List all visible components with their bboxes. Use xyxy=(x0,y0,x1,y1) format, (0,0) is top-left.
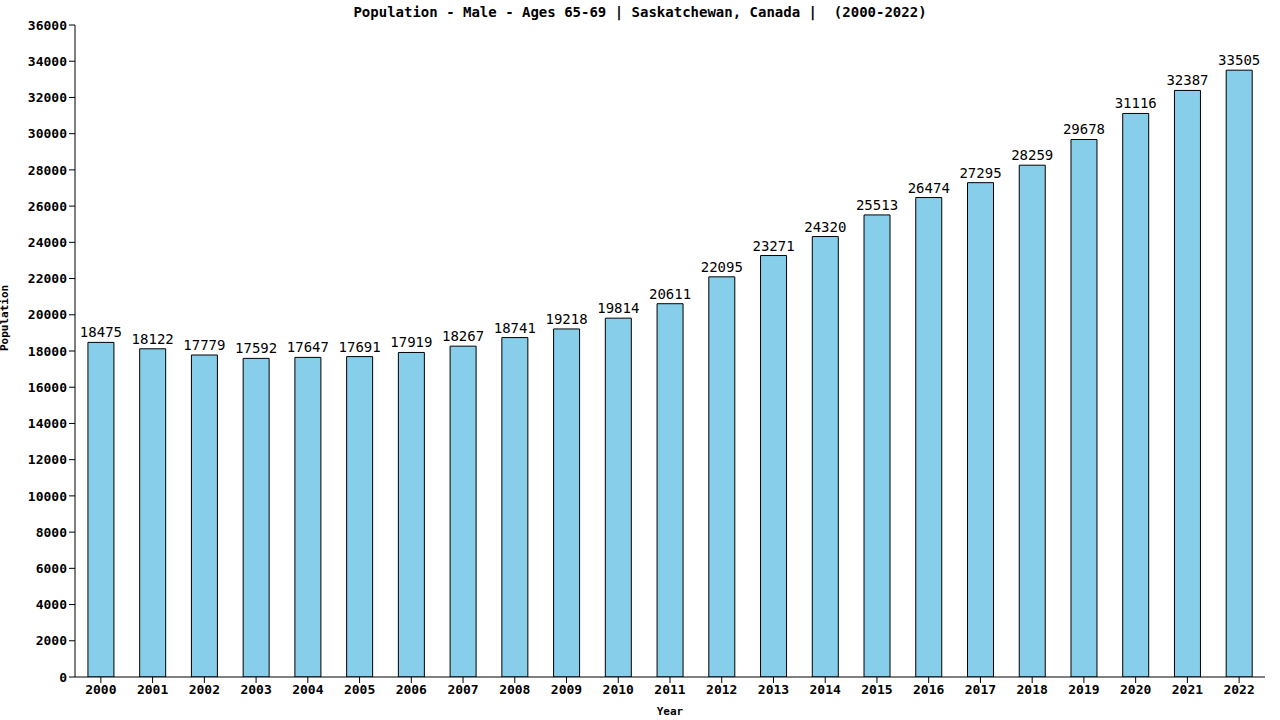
svg-text:14000: 14000 xyxy=(28,416,67,431)
svg-text:2014: 2014 xyxy=(810,682,841,697)
svg-text:2004: 2004 xyxy=(292,682,323,697)
svg-text:22000: 22000 xyxy=(28,271,67,286)
svg-text:2015: 2015 xyxy=(861,682,892,697)
svg-text:2009: 2009 xyxy=(551,682,582,697)
svg-text:2020: 2020 xyxy=(1120,682,1151,697)
svg-text:19814: 19814 xyxy=(597,300,639,316)
svg-text:18000: 18000 xyxy=(28,344,67,359)
svg-text:2006: 2006 xyxy=(396,682,427,697)
svg-text:2019: 2019 xyxy=(1068,682,1099,697)
svg-text:31116: 31116 xyxy=(1115,95,1157,111)
svg-text:0: 0 xyxy=(59,670,67,685)
svg-text:24000: 24000 xyxy=(28,235,67,250)
svg-text:Population: Population xyxy=(8,285,11,351)
svg-text:16000: 16000 xyxy=(28,380,67,395)
svg-text:20611: 20611 xyxy=(649,286,691,302)
svg-text:28000: 28000 xyxy=(28,163,67,178)
svg-text:19218: 19218 xyxy=(546,311,588,327)
svg-text:17691: 17691 xyxy=(339,339,381,355)
html-text:Population - Male - Ages 65-69: Population - Male - Ages 65-69 | Saskatc… xyxy=(353,4,927,20)
svg-text:2022: 2022 xyxy=(1223,682,1254,697)
svg-text:33505: 33505 xyxy=(1218,52,1260,68)
svg-text:2017: 2017 xyxy=(965,682,996,697)
svg-text:2010: 2010 xyxy=(603,682,634,697)
svg-text:2011: 2011 xyxy=(654,682,685,697)
svg-text:34000: 34000 xyxy=(28,54,67,69)
svg-text:36000: 36000 xyxy=(28,18,67,33)
svg-text:2002: 2002 xyxy=(189,682,220,697)
svg-text:6000: 6000 xyxy=(36,561,67,576)
svg-text:2007: 2007 xyxy=(447,682,478,697)
svg-text:2008: 2008 xyxy=(499,682,530,697)
svg-text:18122: 18122 xyxy=(132,331,174,347)
svg-text:17919: 17919 xyxy=(390,334,432,350)
svg-text:10000: 10000 xyxy=(28,489,67,504)
svg-text:18267: 18267 xyxy=(442,328,484,344)
svg-text:20000: 20000 xyxy=(28,307,67,322)
svg-text:8000: 8000 xyxy=(36,525,67,540)
svg-text:26474: 26474 xyxy=(908,180,950,196)
svg-text:28259: 28259 xyxy=(1011,147,1053,163)
svg-text:17592: 17592 xyxy=(235,340,277,356)
svg-text:30000: 30000 xyxy=(28,126,67,141)
svg-text:2003: 2003 xyxy=(240,682,271,697)
svg-text:26000: 26000 xyxy=(28,199,67,214)
svg-text:2012: 2012 xyxy=(706,682,737,697)
svg-text:Year: Year xyxy=(657,705,684,718)
svg-text:2018: 2018 xyxy=(1017,682,1048,697)
svg-text:23271: 23271 xyxy=(752,238,794,254)
svg-text:22095: 22095 xyxy=(701,259,743,275)
svg-text:2000: 2000 xyxy=(36,633,67,648)
svg-text:2013: 2013 xyxy=(758,682,789,697)
svg-text:32000: 32000 xyxy=(28,90,67,105)
svg-text:2000: 2000 xyxy=(85,682,116,697)
svg-text:27295: 27295 xyxy=(959,165,1001,181)
svg-text:29678: 29678 xyxy=(1063,121,1105,137)
svg-text:2001: 2001 xyxy=(137,682,168,697)
svg-text:18741: 18741 xyxy=(494,320,536,336)
svg-text:2021: 2021 xyxy=(1172,682,1203,697)
svg-text:24320: 24320 xyxy=(804,219,846,235)
svg-text:25513: 25513 xyxy=(856,197,898,213)
svg-text:32387: 32387 xyxy=(1166,72,1208,88)
svg-text:4000: 4000 xyxy=(36,597,67,612)
svg-text:17779: 17779 xyxy=(183,337,225,353)
svg-text:12000: 12000 xyxy=(28,452,67,467)
svg-text:17647: 17647 xyxy=(287,339,329,355)
svg-text:2016: 2016 xyxy=(913,682,944,697)
svg-text:2005: 2005 xyxy=(344,682,375,697)
svg-text:18475: 18475 xyxy=(80,324,122,340)
